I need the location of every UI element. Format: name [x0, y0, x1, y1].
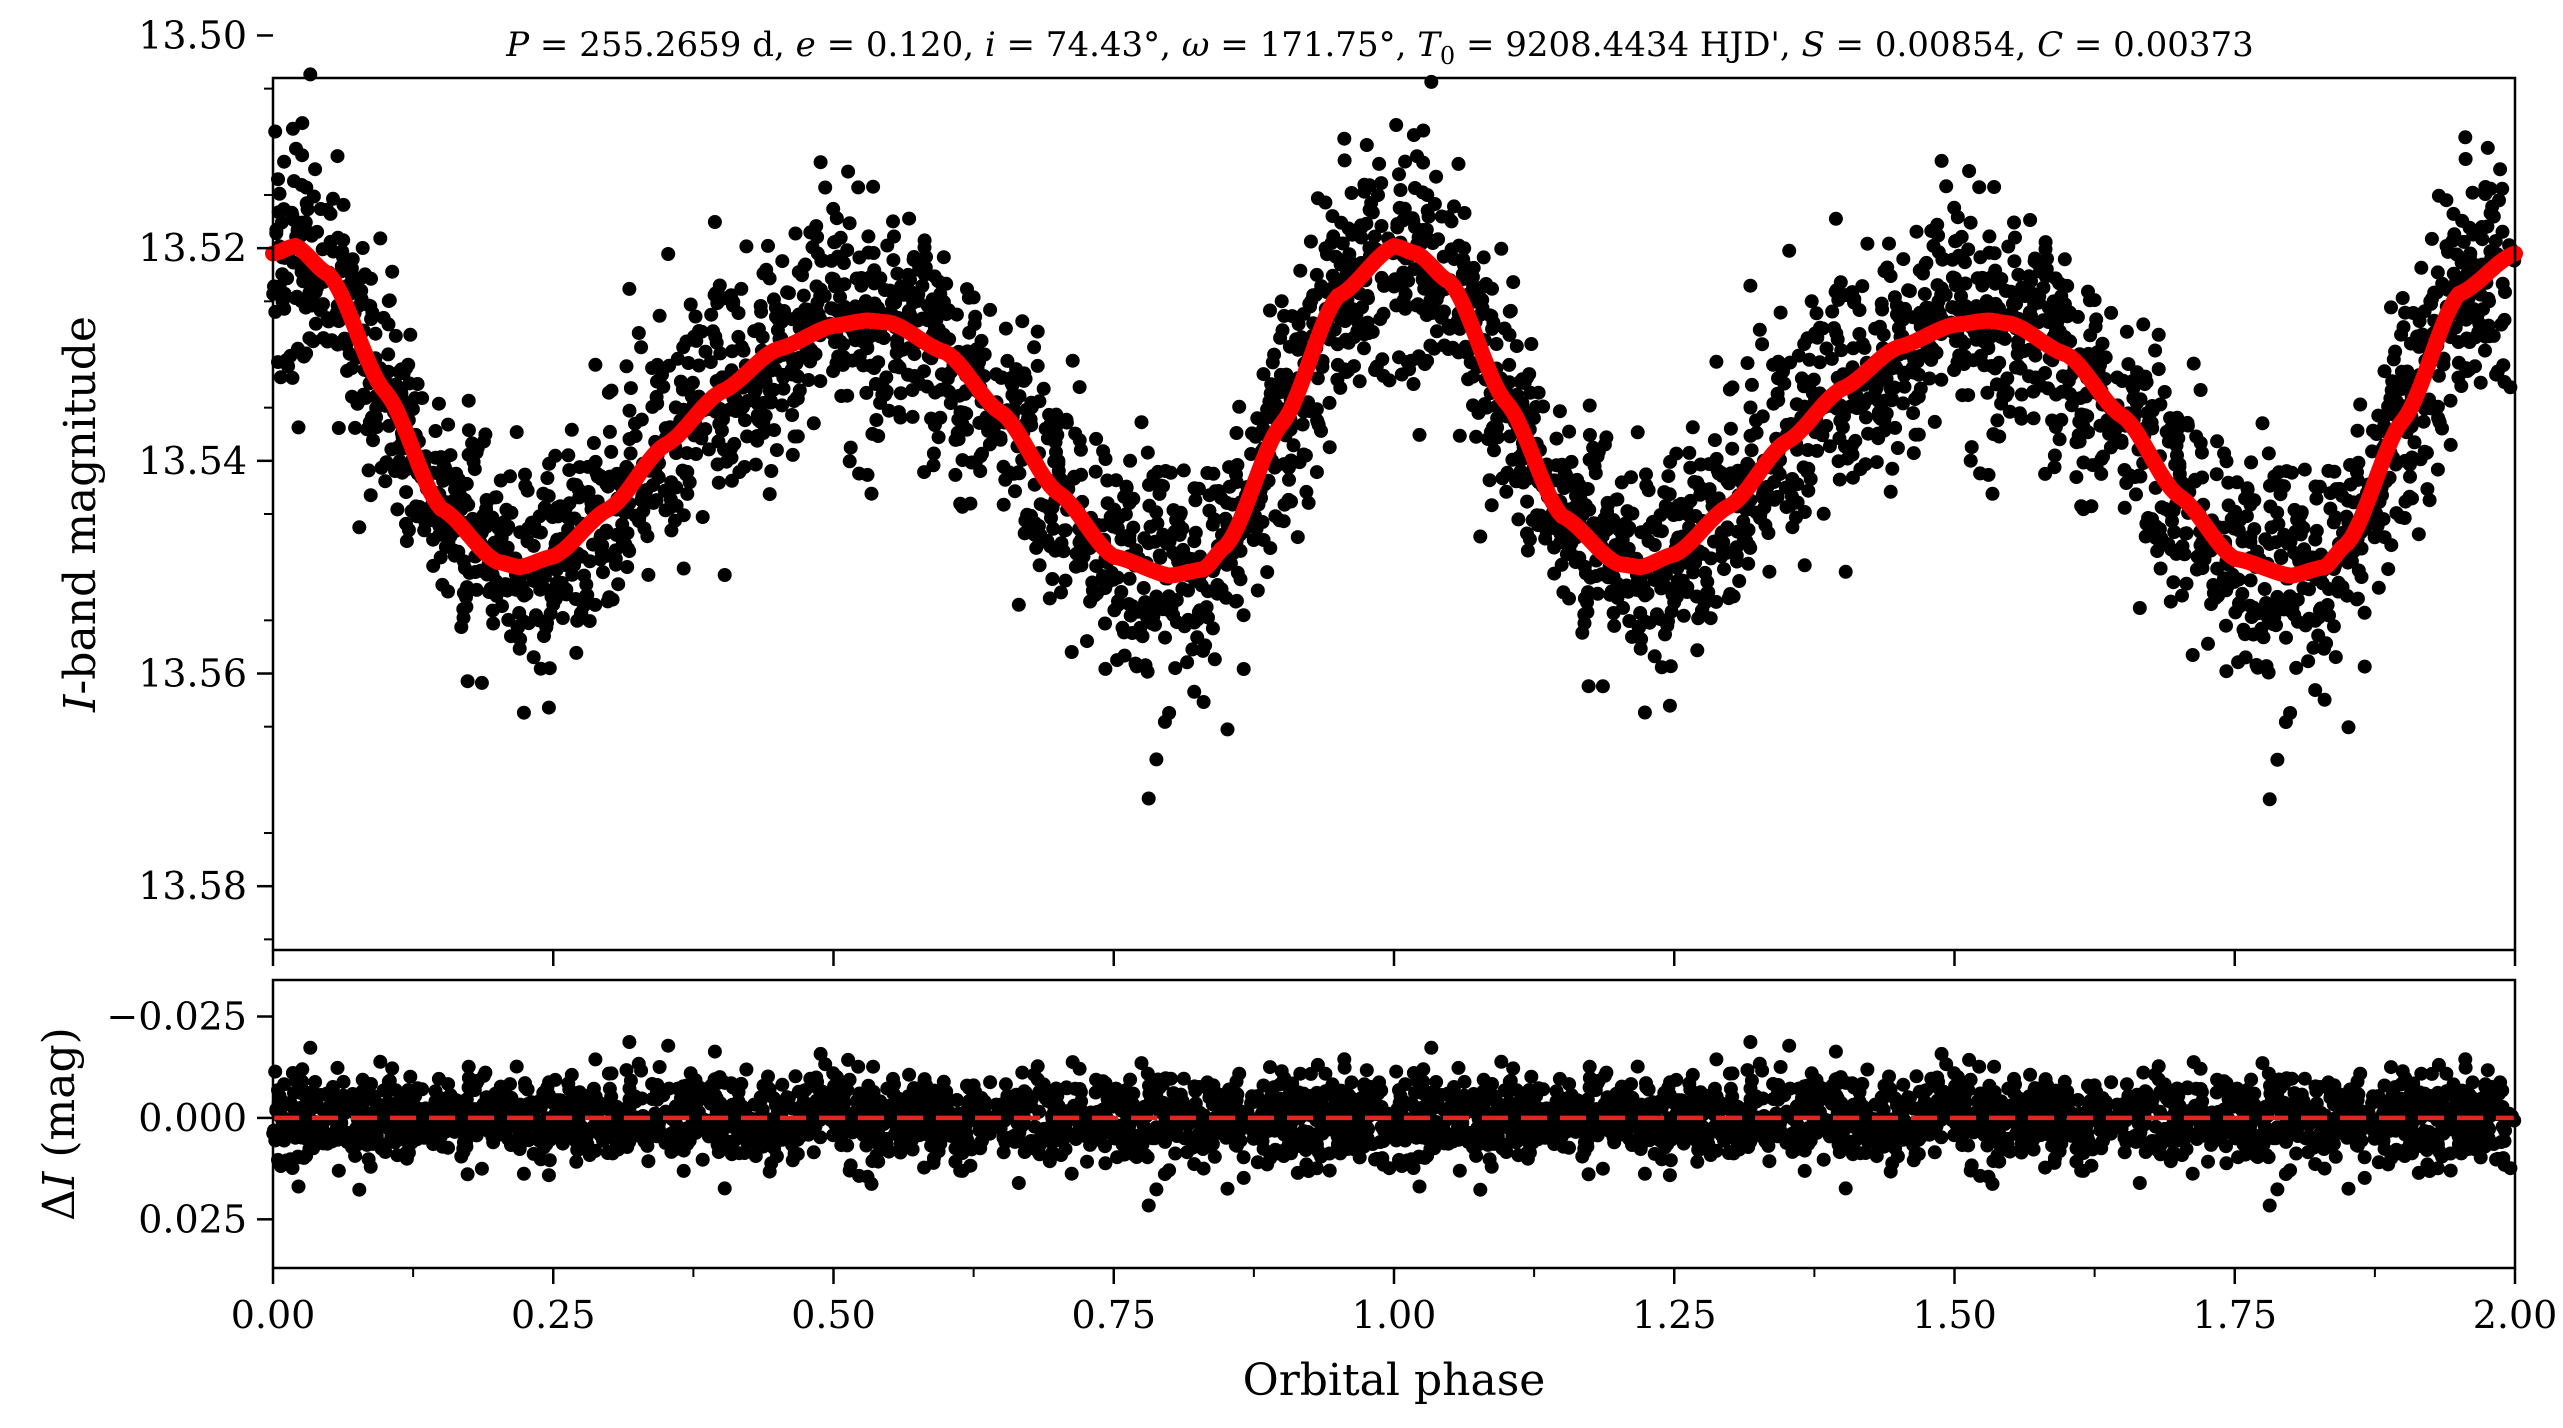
chart-title: P = 255.2659 d, e = 0.120, i = 74.43°, ω… [505, 25, 2254, 70]
title-C-value: = 0.00373 [2063, 25, 2254, 65]
title-C: C [2037, 25, 2063, 65]
top-ylabel-rest: -band magnitude [55, 316, 106, 695]
top-x-ticks [271, 950, 2517, 966]
light-curve-panel: 13.50 13.52 13.54 13.56 13.58 [138, 13, 2523, 966]
x-axis-label: Orbital phase [1243, 1355, 1546, 1406]
bottom-x-tick-label: 0.00 [231, 1293, 316, 1337]
top-y-tick-label: 13.58 [138, 864, 247, 908]
bottom-y-axis-label: ΔI (mag) [34, 1027, 85, 1221]
title-T-subscript: 0 [1440, 42, 1455, 70]
bottom-x-tick-label: 1.50 [1912, 1293, 1997, 1337]
bottom-ylabel-rest: (mag) [34, 1027, 85, 1171]
bottom-ylabel-italic: I [34, 1170, 85, 1190]
title-i: i [985, 25, 996, 65]
title-i-value: = 74.43°, [996, 25, 1182, 65]
title-e-value: = 0.120, [816, 25, 985, 65]
light-curve-data-points [266, 67, 2522, 807]
residuals-panel: −0.025 0.000 0.025 0.00 0.25 0.50 0.75 1.00 1.2… [106, 978, 2558, 1337]
bottom-y-ticks: −0.025 0.000 0.025 [106, 995, 273, 1241]
top-ylabel-italic: I [55, 693, 106, 713]
title-omega-value: = 171.75°, [1210, 25, 1418, 65]
bottom-x-ticks: 0.00 0.25 0.50 0.75 1.00 1.25 1.50 1.75 2.00 [231, 1268, 2558, 1337]
top-y-axis-label: I-band magnitude [55, 316, 106, 713]
bottom-x-tick-label: 1.25 [1632, 1293, 1717, 1337]
top-y-tick-label: 13.50 [138, 13, 247, 57]
bottom-x-tick-label: 0.50 [791, 1293, 876, 1337]
top-y-tick-label: 13.52 [138, 226, 247, 270]
title-P-value: = 255.2659 d, [529, 25, 796, 65]
title-S: S [1801, 25, 1824, 65]
bottom-y-tick-label: −0.025 [106, 995, 247, 1039]
bottom-x-tick-label: 1.00 [1352, 1293, 1437, 1337]
title-omega: ω [1182, 25, 1210, 65]
bottom-ylabel-delta: Δ [34, 1189, 85, 1221]
top-y-ticks: 13.50 13.52 13.54 13.56 13.58 [138, 13, 273, 941]
top-y-tick-label: 13.54 [138, 439, 247, 483]
residual-points [266, 1035, 2522, 1213]
bottom-x-tick-label: 2.00 [2473, 1293, 2558, 1337]
bottom-x-tick-label: 1.75 [2192, 1293, 2277, 1337]
top-y-tick-label: 13.56 [138, 652, 247, 696]
title-P: P [505, 25, 530, 65]
title-T-value: = 9208.4434 HJD', [1455, 25, 1801, 65]
residual-data-points [266, 1035, 2522, 1213]
title-T: T [1417, 25, 1442, 65]
bottom-x-tick-label: 0.25 [511, 1293, 596, 1337]
model-curve [265, 238, 2523, 584]
bottom-y-tick-label: 0.025 [138, 1197, 247, 1241]
light-curve-points [266, 67, 2522, 807]
bottom-x-tick-label: 0.75 [1071, 1293, 1156, 1337]
title-e: e [796, 25, 816, 65]
title-S-value: = 0.00854, [1825, 25, 2037, 65]
bottom-y-tick-label: 0.000 [138, 1096, 247, 1140]
